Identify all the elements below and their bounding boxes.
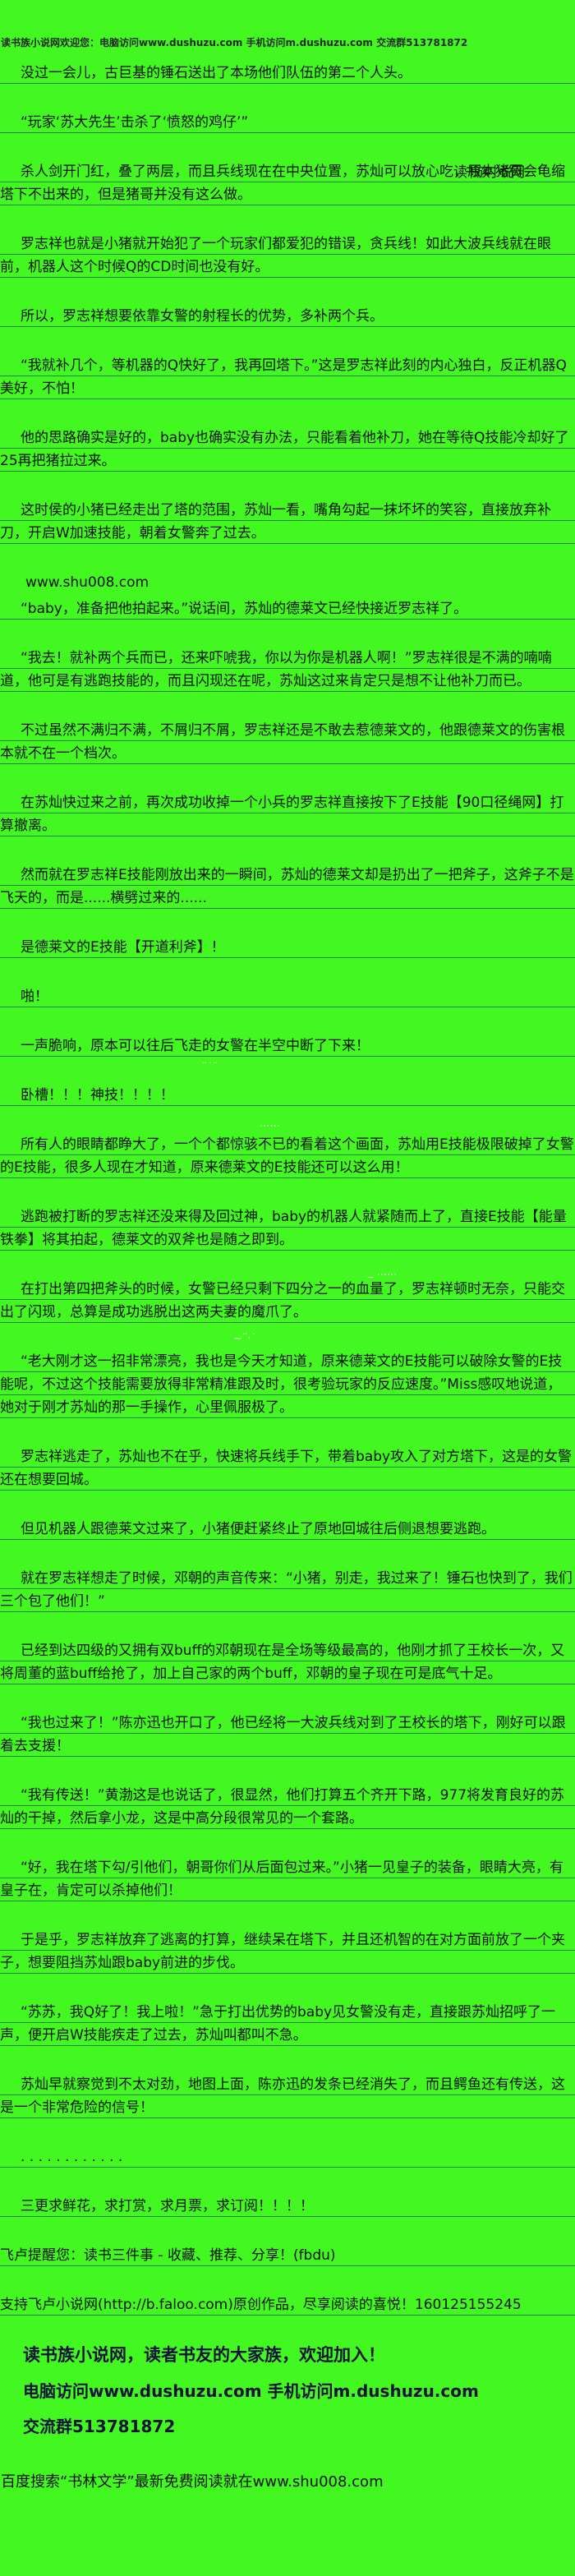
paragraph: 但见机器人跟德莱文过来了，小猪便赶紧终止了原地回城往后侧退想要逃跑。: [0, 1518, 575, 1541]
paragraph: 所以，罗志祥想要依靠女警的射程长的优势，多补两个兵。: [0, 305, 575, 328]
paragraph: “我有传送！”黄渤这是也说话了，很显然，他们打算五个齐开下路，977将发育良好的…: [0, 1784, 575, 1830]
paragraph: 卧槽！！！神技！！！！: [0, 1084, 575, 1107]
paragraph: “我也过来了！”陈亦迅也开口了，他已经将一大波兵线对到了王校长的塔下，刚好可以跟…: [0, 1712, 575, 1758]
paragraph: 支持飞卢小说网(http://b.faloo.com)原创作品，尽享阅读的喜悦！…: [0, 2293, 575, 2316]
paragraph: 所有人的眼睛都睁大了，一个个都惊骇不已的看着这个画面，苏灿用E技能极限破掉了女警…: [0, 1133, 575, 1179]
paragraph: 在打出第四把斧头的时候，女警已经只剩下四分之一的血量了，罗志祥顿时无奈，只能交出…: [0, 1278, 575, 1324]
paragraph: “玩家‘苏大先生’击杀了‘愤怒的鸡仔’”: [0, 111, 575, 134]
paragraph: “我就补几个，等机器的Q快好了，我再回塔下。”这是罗志祥此刻的内心独白，反正机器…: [0, 354, 575, 400]
paragraph: 这时侯的小猪已经走出了塔的范围，苏灿一看，嘴角勾起一抹坏坏的笑容，直接放弃补刀，…: [0, 499, 575, 545]
paragraph: 苏灿早就察觉到不太对劲，地图上面，陈亦迅的发条已经消失了，而且鳄鱼还有传送，这是…: [0, 2073, 575, 2119]
paragraph: “baby，准备把他拍起来。”说话间，苏灿的德莱文已经快接近罗志祥了。: [0, 597, 575, 620]
inline-ad-note: www.shu008.com: [25, 574, 150, 591]
site-welcome-note: 读书族小说网欢迎您：电脑访问www.dushuzu.com 手机访问m.dush…: [1, 37, 468, 48]
novel-reader-page: 读书族小说网欢迎您：电脑访问www.dushuzu.com 手机访问m.dush…: [0, 37, 575, 2576]
paragraph: 就在罗志祥想走了时候，邓朝的声音传来：“小猪，别走，我过来了！锤石也快到了，我们…: [0, 1567, 575, 1613]
paragraph: 杀人剑开门红，叠了两层，而且兵线现在在中央位置，苏灿可以放心吃，原本猪哥会龟缩塔…: [0, 160, 575, 206]
paragraph: 他的思路确实是好的，baby也确实没有办法，只能看着他补刀，她在等待Q技能冷却好…: [0, 426, 575, 472]
paragraph: 三更求鲜花，求打赏，求月票，求订阅！！！！: [0, 2195, 575, 2218]
paragraph: “老大刚才这一招非常漂亮，我也是今天才知道，原来德莱文的E技能可以破除女警的E技…: [0, 1350, 575, 1419]
site-footer: 读书族小说网，读者书友的大家族，欢迎加入！ 电脑访问www.dushuzu.co…: [0, 2343, 575, 2492]
paragraph: 是德莱文的E技能【开道利斧】！: [0, 936, 575, 959]
paragraph: 已经到达四级的又拥有双buff的邓朝现在是全场等级最高的，他刚才抓了王校长一次，…: [0, 1639, 575, 1685]
paragraph: 不过虽然不满归不满，不屑归不屑，罗志祥还是不敢去惹德莱文的，他跟德莱文的伤害根本…: [0, 719, 575, 765]
paragraph: “好，我在塔下勾/引他们，朝哥你们从后面包过来。”小猪一见皇子的装备，眼睛大亮，…: [0, 1856, 575, 1902]
paragraph: 啪！: [0, 985, 575, 1008]
chapter-content: 没过一会儿，古巨基的锤石送出了本场他们队伍的第二个人头。 “玩家‘苏大先生’击杀了…: [0, 62, 575, 2316]
footer-qq-group: 交流群513781872: [23, 2417, 176, 2436]
paragraph: 一声脆响，原本可以往后飞走的女警在半空中断了下来！: [0, 1035, 575, 1058]
paragraph: 罗志祥也就是小猪就开始犯了一个玩家们都爱犯的错误，贪兵线！如此大波兵线就在眼前，…: [0, 233, 575, 279]
paragraph: 在苏灿快过来之前，再次成功收掉一个小兵的罗志祥直接按下了E技能【90口径绳网】打…: [0, 791, 575, 837]
paragraph: 没过一会儿，古巨基的锤石送出了本场他们队伍的第二个人头。: [0, 62, 575, 85]
paragraph: “苏苏，我Q好了！我上啦！”急于打出优势的baby见女警没有走，直接跟苏灿招呼了…: [0, 2001, 575, 2047]
paragraph: 逃跑被打断的罗志祥还没来得及回过神，baby的机器人就紧随而上了，直接E技能【能…: [0, 1205, 575, 1251]
paragraph: . . . . . . . . . . . .: [0, 2145, 575, 2168]
paragraph: “我去！就补两个兵而已，还来吓唬我，你以为你是机器人啊！”罗志祥很是不满的喃喃道…: [0, 647, 575, 693]
paragraph: 罗志祥逃走了，苏灿也不在乎，快速将兵线手下，带着baby攻入了对方塔下，这是的女…: [0, 1445, 575, 1491]
footer-site-urls: 电脑访问www.dushuzu.com 手机访问m.dushuzu.com: [23, 2381, 479, 2401]
site-watermark-overlay: 读书族小说网: [453, 164, 525, 181]
bottom-promo-line: 百度搜索“书林文学”最新免费阅读就在www.shu008.com: [1, 2473, 384, 2491]
paragraph: 于是乎，罗志祥放弃了逃离的打算，继续呆在塔下，并且还机智的在对方面前放了一个夹子…: [0, 1929, 575, 1975]
paragraph: 飞卢提醒您：读书三件事 - 收藏、推荐、分享！(fbdu): [0, 2244, 575, 2267]
footer-banner: 读书族小说网，读者书友的大家族，欢迎加入！: [23, 2345, 385, 2365]
paragraph: 然而就在罗志祥E技能刚放出来的一瞬间，苏灿的德莱文却是扔出了一把斧子，这斧子不是…: [0, 864, 575, 910]
